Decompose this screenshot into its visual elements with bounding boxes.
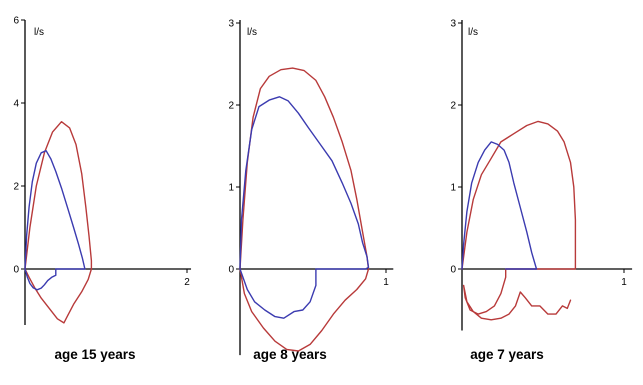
blue-flow-volume-loop bbox=[239, 96, 370, 319]
y-tick-label: 3 bbox=[228, 19, 234, 30]
red-flow-volume-loop bbox=[239, 67, 370, 352]
y-unit-label: l/s bbox=[34, 27, 44, 38]
chart-caption: age 15 years bbox=[54, 347, 135, 362]
blue-flow-volume-loop bbox=[24, 149, 86, 291]
y-unit-label: l/s bbox=[247, 27, 257, 38]
y-tick-label: 6 bbox=[13, 16, 19, 27]
y-tick-label: 2 bbox=[228, 101, 234, 112]
x-tick-label: 1 bbox=[383, 277, 389, 288]
chart-caption: age 7 years bbox=[470, 347, 544, 362]
y-tick-label: 0 bbox=[13, 265, 19, 276]
y-tick-label: 4 bbox=[13, 99, 19, 110]
y-tick-label: 2 bbox=[450, 101, 456, 112]
y-unit-label: l/s bbox=[468, 27, 478, 38]
x-tick-label: 2 bbox=[184, 277, 190, 288]
blue-flow-volume-loop bbox=[461, 141, 538, 270]
chart-panel-age-8: age 8 years l/s 0 1 2 3 1 bbox=[228, 19, 394, 362]
y-tick-label: 1 bbox=[228, 183, 234, 194]
y-tick-label: 0 bbox=[228, 265, 234, 276]
y-tick-label: 1 bbox=[450, 183, 456, 194]
red-flow-volume-loop bbox=[24, 120, 93, 324]
red-flow-volume-loop bbox=[461, 120, 577, 321]
chart-panel-age-7: age 7 years l/s 0 1 2 3 1 bbox=[450, 19, 633, 362]
y-tick-label: 3 bbox=[450, 19, 456, 30]
y-tick-label: 2 bbox=[13, 182, 19, 193]
chart-panel-age-15: age 15 years l/s 0 2 4 6 2 bbox=[13, 16, 192, 362]
x-tick-label: 1 bbox=[621, 277, 627, 288]
chart-caption: age 8 years bbox=[253, 347, 327, 362]
y-tick-label: 0 bbox=[450, 265, 456, 276]
